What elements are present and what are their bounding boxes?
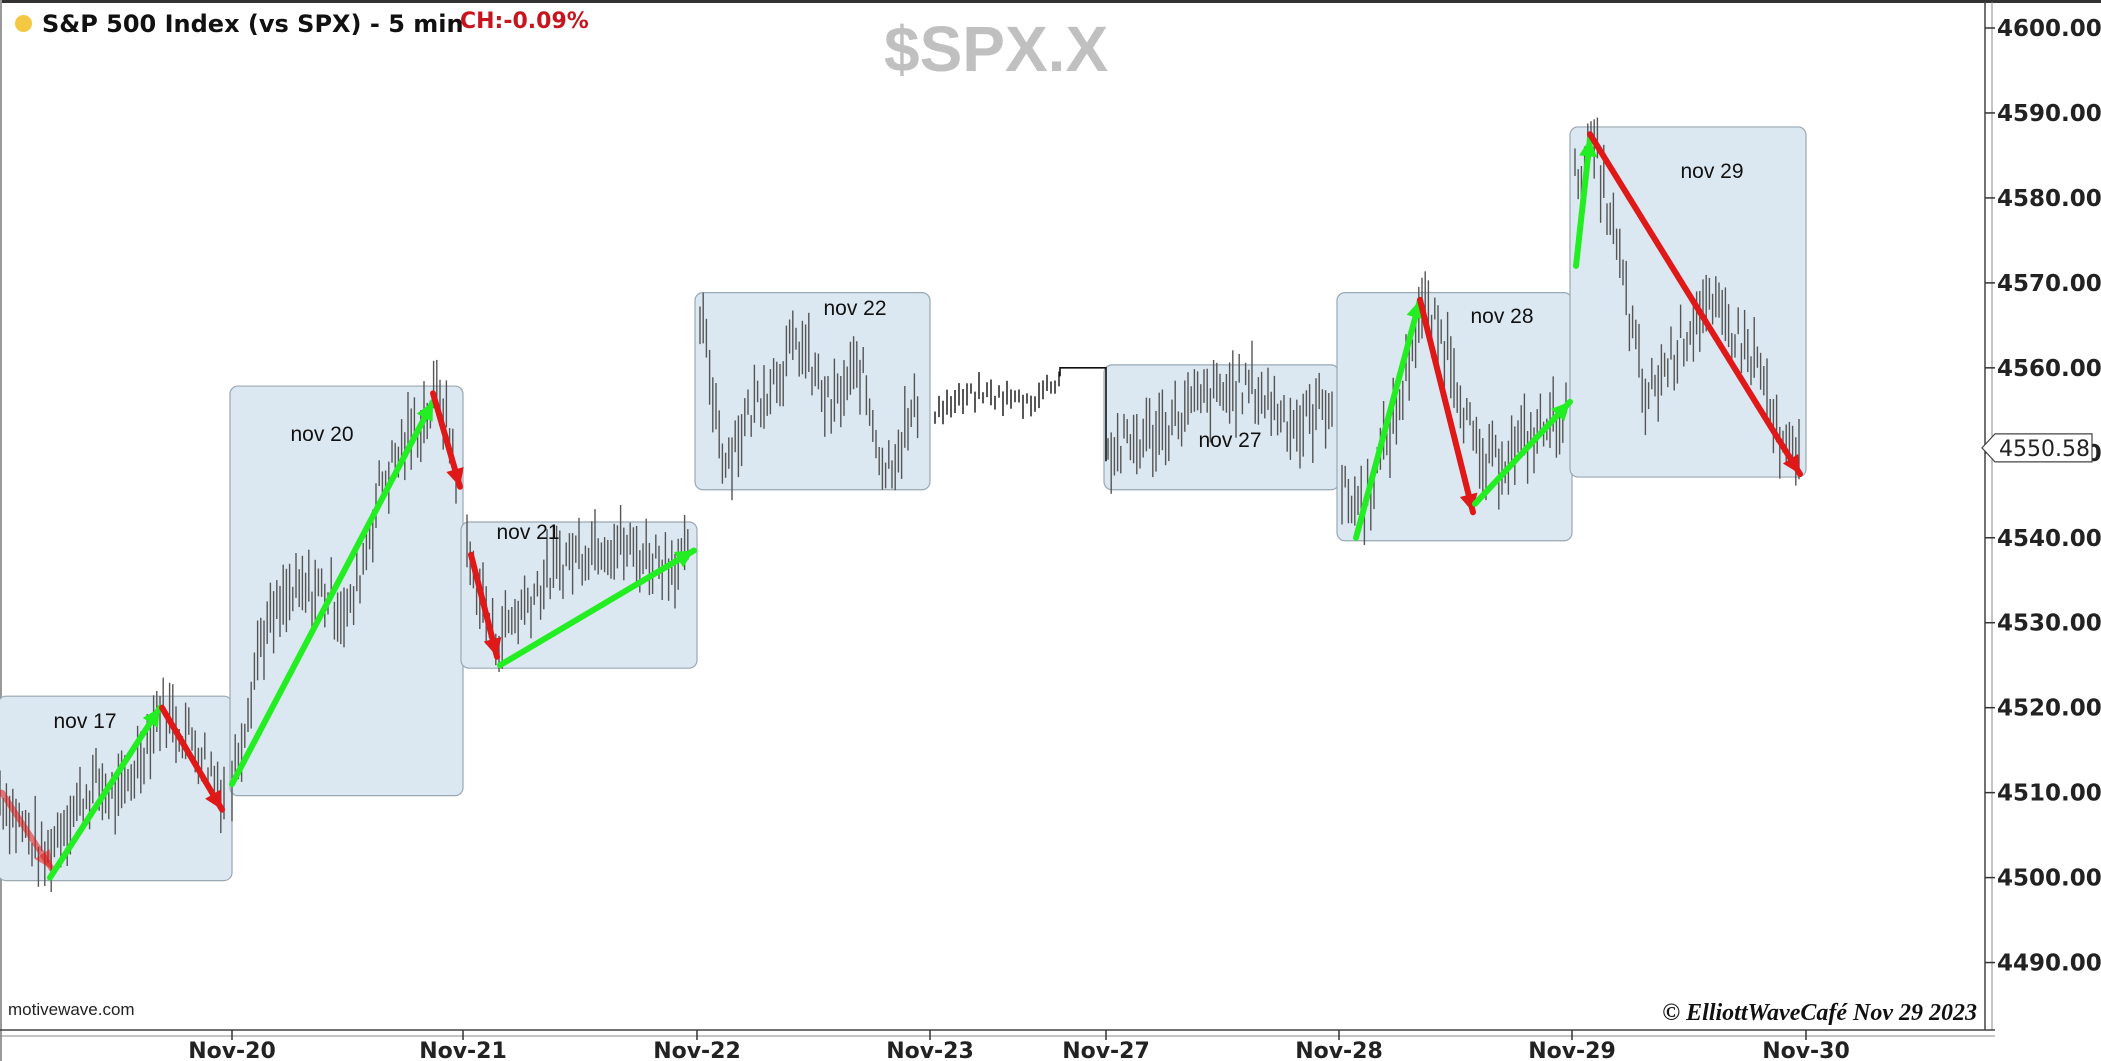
swing-arrow-head [1579, 138, 1597, 158]
swing-arrow-line [497, 547, 697, 669]
x-tick-label: Nov-29 [1528, 1039, 1616, 1061]
x-tick-label: Nov-21 [419, 1039, 507, 1061]
y-tick-label: 4500.00 [1997, 866, 2101, 892]
swing-arrow-head [142, 707, 160, 728]
y-tick-label: 4540.00 [1997, 526, 2101, 552]
symbol-watermark: $SPX.X [884, 13, 1109, 85]
swing-arrow-head [416, 401, 433, 422]
price-line-flat [1059, 367, 1107, 462]
session-label: nov 20 [290, 423, 353, 446]
y-tick-label: 4560.00 [1997, 356, 2101, 382]
x-tick-label: Nov-22 [653, 1039, 741, 1061]
session-label: nov 29 [1680, 160, 1743, 183]
swing-arrow-head [34, 849, 52, 870]
swing-arrow-line [159, 704, 225, 813]
y-tick-label: 4570.00 [1997, 271, 2101, 297]
swing-arrow-head [1459, 492, 1478, 513]
left-border [0, 0, 2, 1061]
x-tick-label: Nov-27 [1062, 1039, 1150, 1061]
x-tick-label: Nov-30 [1762, 1039, 1850, 1061]
swing-arrow-head [483, 637, 502, 657]
top-border [0, 0, 2101, 3]
swing-arrow-head [673, 550, 694, 568]
chart-title: S&P 500 Index (vs SPX) - 5 min [42, 10, 464, 38]
swing-arrow-line [1353, 296, 1423, 541]
last-price-label: 4550.58 [1999, 437, 2090, 462]
y-tick-label: 4590.00 [1997, 101, 2101, 127]
session-label: nov 22 [823, 297, 886, 320]
copyright-label: © ElliottWaveCafé Nov 29 2023 [1662, 1000, 1977, 1026]
swing-arrow-head [1551, 401, 1570, 422]
last-price-tag [1981, 433, 2093, 463]
swing-arrow-head [205, 789, 222, 810]
x-axis: Nov-20 Nov-21 Nov-22 Nov-23 Nov-27 Nov-28 Nov-… [0, 1029, 1995, 1061]
x-tick-label: Nov-20 [188, 1039, 276, 1061]
swing-arrow-head [446, 467, 464, 487]
y-tick-label: 4580.00 [1997, 186, 2101, 212]
swing-arrow-line [1587, 131, 1803, 478]
y-tick-label: 4490.00 [1997, 951, 2101, 977]
swing-arrow-line [47, 704, 163, 881]
session-label: nov 21 [496, 521, 559, 544]
y-tick-label: 4510.00 [1997, 781, 2101, 807]
x-tick-label: Nov-28 [1295, 1039, 1383, 1061]
change-readout: CH:-0.09% [460, 9, 589, 34]
swing-arrow-head [1782, 454, 1800, 474]
session-boxes [0, 126, 1807, 882]
swing-arrow-line [1417, 296, 1476, 516]
session-label: nov 28 [1470, 305, 1533, 328]
status-dot-icon [15, 15, 32, 32]
x-tick-label: Nov-23 [886, 1039, 974, 1061]
y-axis: 4600.00 4590.00 4580.00 4570.00 4560.00 4550.… [1981, 2, 2101, 1030]
source-label: motivewave.com [8, 1000, 135, 1019]
session-label: nov 17 [53, 710, 116, 733]
y-tick-label: 4520.00 [1997, 696, 2101, 722]
y-tick-label: 4530.00 [1997, 611, 2101, 637]
swing-arrow-line [1573, 135, 1593, 269]
y-tick-label: 4600.00 [1997, 16, 2101, 42]
swing-arrow-line [1472, 398, 1573, 507]
session-labels: nov 17 nov 20 nov 21 nov 22 nov 27 nov 28 nov … [53, 160, 1743, 733]
session-label: nov 27 [1198, 429, 1261, 452]
swing-arrows [0, 131, 1803, 881]
swing-arrow-line [229, 398, 436, 788]
